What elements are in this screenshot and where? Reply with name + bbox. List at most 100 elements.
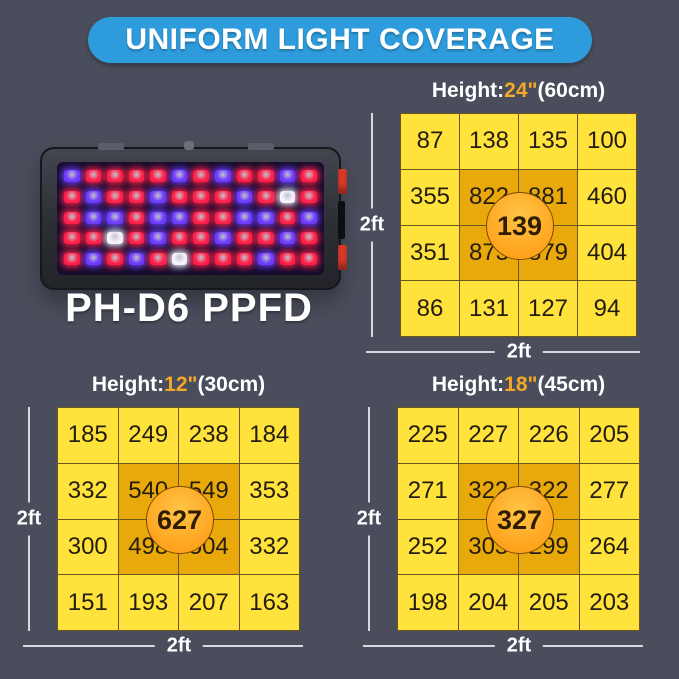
- led-red-icon: [150, 253, 166, 266]
- width-dimension-line: 2ft: [363, 634, 643, 658]
- led-purple-icon: [107, 211, 123, 224]
- dimension-label: 2ft: [14, 502, 44, 536]
- dimension-label: 2ft: [494, 340, 544, 364]
- led-red-icon: [279, 253, 296, 266]
- ppfd-grid-12in: Height:12"(30cm) 185 249 238 184 332 540 549 35…: [14, 373, 303, 658]
- led-red-icon: [193, 211, 210, 224]
- ppfd-cell: 135: [519, 114, 577, 169]
- ppfd-cell: 86: [401, 281, 459, 336]
- red-clip-icon: [338, 245, 347, 270]
- led-red-icon: [128, 170, 145, 182]
- ppfd-cell: 332: [239, 519, 299, 575]
- led-purple-icon: [258, 211, 274, 224]
- ppfd-cell: 185: [58, 408, 118, 463]
- ppfd-cell: 203: [579, 575, 639, 630]
- center-ppfd-circle: 627: [145, 486, 214, 554]
- led-purple-icon: [85, 253, 102, 266]
- led-red-icon: [85, 170, 102, 182]
- ppfd-cell: 131: [460, 281, 518, 336]
- led-red-icon: [301, 232, 317, 245]
- ppfd-cell: 87: [401, 114, 459, 169]
- ppfd-cell: 249: [118, 408, 178, 463]
- ppfd-cell: 94: [578, 281, 636, 336]
- led-red-icon: [215, 211, 231, 224]
- led-purple-icon: [279, 170, 296, 182]
- led-red-icon: [107, 170, 123, 182]
- ppfd-cell: 204: [458, 575, 518, 630]
- led-purple-icon: [150, 232, 166, 245]
- led-white-icon: [171, 253, 188, 266]
- led-white-icon: [279, 190, 296, 203]
- height-value: 12": [164, 373, 198, 396]
- led-red-icon: [215, 190, 231, 203]
- height-value: 18": [504, 373, 538, 396]
- side-knob-icon: [338, 201, 345, 239]
- title-text: UNIFORM LIGHT COVERAGE: [125, 23, 555, 56]
- led-red-icon: [236, 232, 253, 245]
- led-red-icon: [150, 170, 166, 182]
- led-red-icon: [258, 170, 274, 182]
- height-suffix: (60cm): [537, 79, 606, 102]
- led-red-icon: [279, 211, 296, 224]
- ppfd-grid-18in: Height:18"(45cm) 225 227 226 205 271 322 322 27…: [354, 373, 643, 658]
- led-red-icon: [236, 253, 253, 266]
- led-white-icon: [107, 232, 123, 245]
- grid-height-label: Height:18"(45cm): [377, 373, 660, 397]
- led-red-icon: [258, 190, 274, 203]
- ppfd-cell: 271: [398, 463, 458, 519]
- height-suffix: (30cm): [197, 373, 266, 396]
- ppfd-cell: 226: [519, 408, 579, 463]
- led-purple-icon: [171, 211, 188, 224]
- led-purple-icon: [236, 190, 253, 203]
- grid-height-label: Height:24"(60cm): [380, 79, 657, 103]
- led-red-icon: [64, 253, 80, 266]
- ppfd-cell: 252: [398, 519, 458, 575]
- ppfd-cell: 353: [239, 463, 299, 519]
- led-panel: [57, 162, 324, 275]
- led-red-icon: [107, 253, 123, 266]
- led-red-icon: [193, 232, 210, 245]
- ppfd-cell: 193: [118, 575, 178, 630]
- led-red-icon: [128, 190, 145, 203]
- height-prefix: Height:: [431, 373, 505, 396]
- led-purple-icon: [258, 253, 274, 266]
- height-dimension-line: 2ft: [354, 407, 384, 631]
- title-banner: UNIFORM LIGHT COVERAGE: [88, 17, 592, 63]
- ppfd-cell: 277: [579, 463, 639, 519]
- dimension-label: 2ft: [354, 502, 384, 536]
- led-purple-icon: [171, 170, 188, 182]
- led-red-icon: [128, 232, 145, 245]
- ppfd-cell: 264: [579, 519, 639, 575]
- center-ppfd-circle: 139: [485, 192, 554, 260]
- mount-tab-icon: [98, 143, 124, 150]
- dimension-label: 2ft: [494, 634, 544, 658]
- led-purple-icon: [236, 211, 253, 224]
- led-red-icon: [171, 232, 188, 245]
- led-red-icon: [258, 232, 274, 245]
- ppfd-cell: 460: [578, 169, 636, 225]
- height-dimension-line: 2ft: [14, 407, 44, 631]
- ppfd-cell: 127: [519, 281, 577, 336]
- led-purple-icon: [150, 190, 166, 203]
- ppfd-cell: 205: [579, 408, 639, 463]
- width-dimension-line: 2ft: [23, 634, 303, 658]
- red-clip-icon: [338, 169, 347, 194]
- ppfd-cell: 100: [578, 114, 636, 169]
- ppfd-grid-24in: Height:24"(60cm) 87 138 135 100 355 822 881 460…: [357, 79, 640, 364]
- ppfd-cell: 355: [401, 169, 459, 225]
- grid-cells: 87 138 135 100 355 822 881 460 351 873 879 404 86 131…: [400, 113, 637, 337]
- led-purple-icon: [279, 232, 296, 245]
- led-red-icon: [301, 170, 317, 182]
- led-red-icon: [301, 253, 317, 266]
- ppfd-cell: 351: [401, 225, 459, 281]
- ppfd-cell: 151: [58, 575, 118, 630]
- grow-light-image: [40, 141, 347, 290]
- fixture-caption: PH-D6 PPFD: [65, 286, 313, 330]
- led-red-icon: [128, 211, 145, 224]
- led-red-icon: [85, 232, 102, 245]
- height-dimension-line: 2ft: [357, 113, 387, 337]
- led-purple-icon: [85, 190, 102, 203]
- led-purple-icon: [301, 211, 317, 224]
- led-red-icon: [107, 190, 123, 203]
